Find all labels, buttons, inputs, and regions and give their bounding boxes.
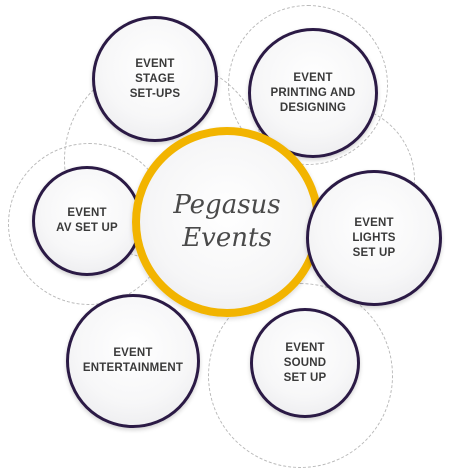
- node-stage-line3: SET-UPS: [129, 87, 181, 100]
- node-sound-line2: SOUND: [283, 356, 327, 369]
- node-event-lights-setup-label: EVENT LIGHTS SET UP: [346, 216, 401, 261]
- node-event-entertainment: EVENT ENTERTAINMENT: [66, 294, 200, 428]
- node-lights-line2: LIGHTS: [352, 231, 396, 244]
- center-brand-line2: Events: [182, 223, 272, 253]
- node-event-av-setup: EVENT AV SET UP: [32, 166, 142, 276]
- node-printing-line3: DESIGNING: [279, 101, 347, 114]
- node-sound-line1: EVENT: [285, 341, 325, 354]
- node-printing-line2: PRINTING AND: [270, 86, 356, 99]
- node-event-sound-setup-label: EVENT SOUND SET UP: [278, 341, 333, 386]
- node-sound-line3: SET UP: [283, 371, 327, 384]
- node-event-entertainment-label: EVENT ENTERTAINMENT: [77, 346, 189, 376]
- node-lights-line1: EVENT: [354, 216, 394, 229]
- node-printing-line1: EVENT: [293, 71, 333, 84]
- center-brand-circle: Pegasus Events: [132, 127, 322, 317]
- node-av-line2: AV SET UP: [56, 222, 118, 234]
- node-av-line1: EVENT: [67, 207, 107, 219]
- node-event-sound-setup: EVENT SOUND SET UP: [250, 308, 360, 418]
- node-stage-line2: STAGE: [135, 72, 175, 85]
- node-event-stage-setups: EVENT STAGE SET-UPS: [92, 16, 218, 142]
- node-entertainment-line1: EVENT: [113, 347, 153, 359]
- node-event-printing-designing-label: EVENT PRINTING AND DESIGNING: [264, 71, 361, 116]
- node-stage-line1: EVENT: [135, 57, 175, 70]
- node-event-lights-setup: EVENT LIGHTS SET UP: [306, 170, 442, 306]
- center-brand-line1: Pegasus: [173, 190, 281, 220]
- node-entertainment-line2: ENTERTAINMENT: [82, 362, 184, 374]
- node-event-printing-designing: EVENT PRINTING AND DESIGNING: [248, 28, 378, 158]
- node-lights-line3: SET UP: [352, 246, 396, 259]
- node-event-av-setup-label: EVENT AV SET UP: [50, 206, 124, 236]
- node-event-stage-setups-label: EVENT STAGE SET-UPS: [124, 57, 187, 102]
